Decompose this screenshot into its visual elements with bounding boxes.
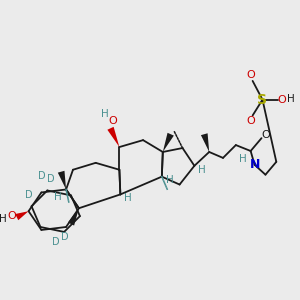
Polygon shape: [68, 208, 79, 226]
Polygon shape: [58, 171, 66, 190]
Text: H: H: [287, 94, 295, 104]
Text: S: S: [257, 93, 268, 107]
Polygon shape: [163, 133, 174, 152]
Text: D: D: [52, 237, 60, 247]
Text: H: H: [0, 214, 7, 224]
Text: O: O: [261, 130, 270, 140]
Text: D: D: [25, 190, 32, 200]
Polygon shape: [15, 211, 28, 220]
Text: O: O: [108, 116, 117, 126]
Text: D: D: [47, 174, 55, 184]
Text: O: O: [278, 95, 286, 105]
Text: H: H: [54, 192, 62, 203]
Text: H: H: [101, 110, 108, 119]
Text: D: D: [38, 171, 45, 181]
Text: N: N: [249, 158, 260, 171]
Text: H: H: [166, 175, 174, 184]
Text: O: O: [8, 211, 16, 221]
Polygon shape: [107, 127, 119, 147]
Text: D: D: [61, 232, 69, 242]
Polygon shape: [201, 133, 209, 152]
Text: O: O: [246, 116, 255, 126]
Text: H: H: [124, 194, 132, 203]
Text: O: O: [246, 70, 255, 80]
Text: H: H: [198, 165, 206, 175]
Text: H: H: [239, 154, 247, 164]
